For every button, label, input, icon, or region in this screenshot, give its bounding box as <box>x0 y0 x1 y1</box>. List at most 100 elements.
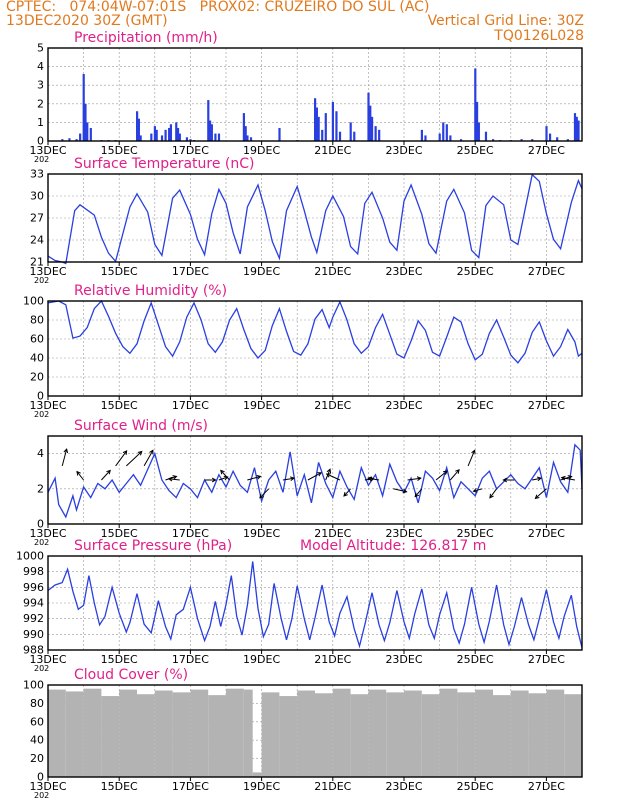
wind-arrow-head <box>149 449 154 455</box>
precip-bar <box>573 113 577 141</box>
cloud-bar <box>154 690 173 777</box>
series-line <box>47 443 583 519</box>
x-tick-label: 25DEC <box>457 265 494 278</box>
cloud-bar <box>137 694 155 777</box>
x-tick-label: 23DEC <box>385 527 422 540</box>
year-fragment: 202 <box>34 538 49 547</box>
wind-arrow-head <box>402 488 408 494</box>
x-tick-label: 13DEC <box>29 144 66 157</box>
precip-bar <box>68 138 71 141</box>
x-tick-label: 15DEC <box>101 399 138 412</box>
precip-bar <box>207 100 210 141</box>
series-line <box>47 561 583 649</box>
x-tick-label: 27DEC <box>528 780 565 793</box>
panel-frame <box>47 684 583 778</box>
x-tick-label: 13DEC <box>29 653 66 666</box>
precip-bar <box>484 131 488 141</box>
x-tick-label: 15DEC <box>101 265 138 278</box>
wind-arrow-head <box>122 450 128 455</box>
wind-arrow-head <box>326 468 332 474</box>
header-grid-note: Vertical Grid Line: 30Z <box>427 13 584 29</box>
precip-bar <box>208 120 212 141</box>
wind-arrow <box>561 477 575 481</box>
x-tick-label: 27DEC <box>528 399 565 412</box>
wind-arrow <box>489 488 497 499</box>
precip-bar <box>566 139 569 141</box>
series-line <box>47 173 583 265</box>
wind-arrow <box>367 477 380 481</box>
panel-title: Relative Humidity (%) <box>74 283 227 299</box>
year-fragment: 202 <box>34 791 49 800</box>
precip-bar <box>84 103 87 141</box>
wind-arrow <box>535 488 547 499</box>
cloud-bar <box>208 695 226 777</box>
precip-bar <box>370 116 374 141</box>
precip-bar <box>246 135 249 141</box>
y-tick-label: 100 <box>23 679 44 692</box>
x-tick-label: 21DEC <box>314 527 351 540</box>
wind-arrow <box>407 477 421 481</box>
y-tick-label: 80 <box>30 697 44 710</box>
wind-arrow-head <box>416 476 422 481</box>
wind-arrow <box>532 477 542 481</box>
header-init-time: 13DEC2020 30Z (GMT) <box>6 13 168 29</box>
x-tick-label: 19DEC <box>243 144 280 157</box>
y-tick-label: 3 <box>37 79 44 92</box>
wind-arrow-head <box>414 492 420 498</box>
precip-bar <box>168 127 171 141</box>
cloud-bar <box>457 692 476 777</box>
precip-bar <box>321 129 324 141</box>
x-tick-label: 15DEC <box>101 527 138 540</box>
cloud-bar <box>421 694 440 777</box>
wind-arrow <box>343 488 351 497</box>
cloud-bar <box>297 690 315 777</box>
y-tick-label: 996 <box>23 581 44 594</box>
y-tick-label: 80 <box>30 314 44 327</box>
cloud-bar <box>386 692 404 777</box>
chart-header: CPTEC: 074:04W-07:01S PROX02: CRUZEIRO D… <box>0 0 618 48</box>
cloud-bar <box>65 691 84 777</box>
wind-arrow-head <box>290 476 295 482</box>
y-tick-label: 5 <box>37 42 44 55</box>
wind-arrow <box>282 477 295 481</box>
panel-6: 0 20 40 60 80 100 13DEC 15DEC 17DEC 19DEC 21DEC 23D… <box>23 667 583 800</box>
panel-title: Surface Pressure (hPa) <box>74 538 232 554</box>
wind-arrow <box>143 450 154 467</box>
cloud-bar <box>493 695 511 777</box>
precip-bar <box>420 129 423 141</box>
x-tick-label: 25DEC <box>457 144 494 157</box>
precip-bar <box>314 98 317 141</box>
wind-arrow <box>168 478 180 481</box>
wind-arrow-head <box>137 450 143 456</box>
precip-bar <box>217 133 221 141</box>
y-tick-label: 0 <box>37 771 44 784</box>
wind-arrow-head <box>106 469 111 475</box>
x-tick-label: 25DEC <box>457 399 494 412</box>
wind-arrow <box>473 488 483 492</box>
precip-bar <box>445 124 448 141</box>
wind-arrow <box>220 470 230 481</box>
cloud-bar <box>261 692 280 777</box>
precip-bar <box>449 135 452 141</box>
cloud-bar <box>404 690 422 777</box>
cloud-bar <box>528 693 547 777</box>
precip-bar <box>317 116 320 141</box>
wind-arrow <box>449 469 460 481</box>
wind-arrow <box>435 470 448 481</box>
y-tick-label: 20 <box>30 371 44 384</box>
wind-arrow-head <box>256 474 262 480</box>
panel-title: Surface Wind (m/s) <box>74 418 208 434</box>
precip-bar <box>89 127 92 141</box>
cloud-bar <box>368 689 387 777</box>
y-tick-label: 60 <box>30 715 44 728</box>
precip-bar <box>278 127 281 141</box>
x-tick-label: 17DEC <box>172 265 209 278</box>
cloud-bar <box>48 689 66 777</box>
cloud-bar <box>315 693 333 777</box>
precip-bar <box>175 122 178 141</box>
panel-title: Precipitation (mm/h) <box>74 30 218 46</box>
wind-arrow <box>467 450 476 467</box>
cloud-bar <box>475 689 493 777</box>
precip-bar <box>61 139 64 141</box>
precip-bar <box>556 137 559 141</box>
